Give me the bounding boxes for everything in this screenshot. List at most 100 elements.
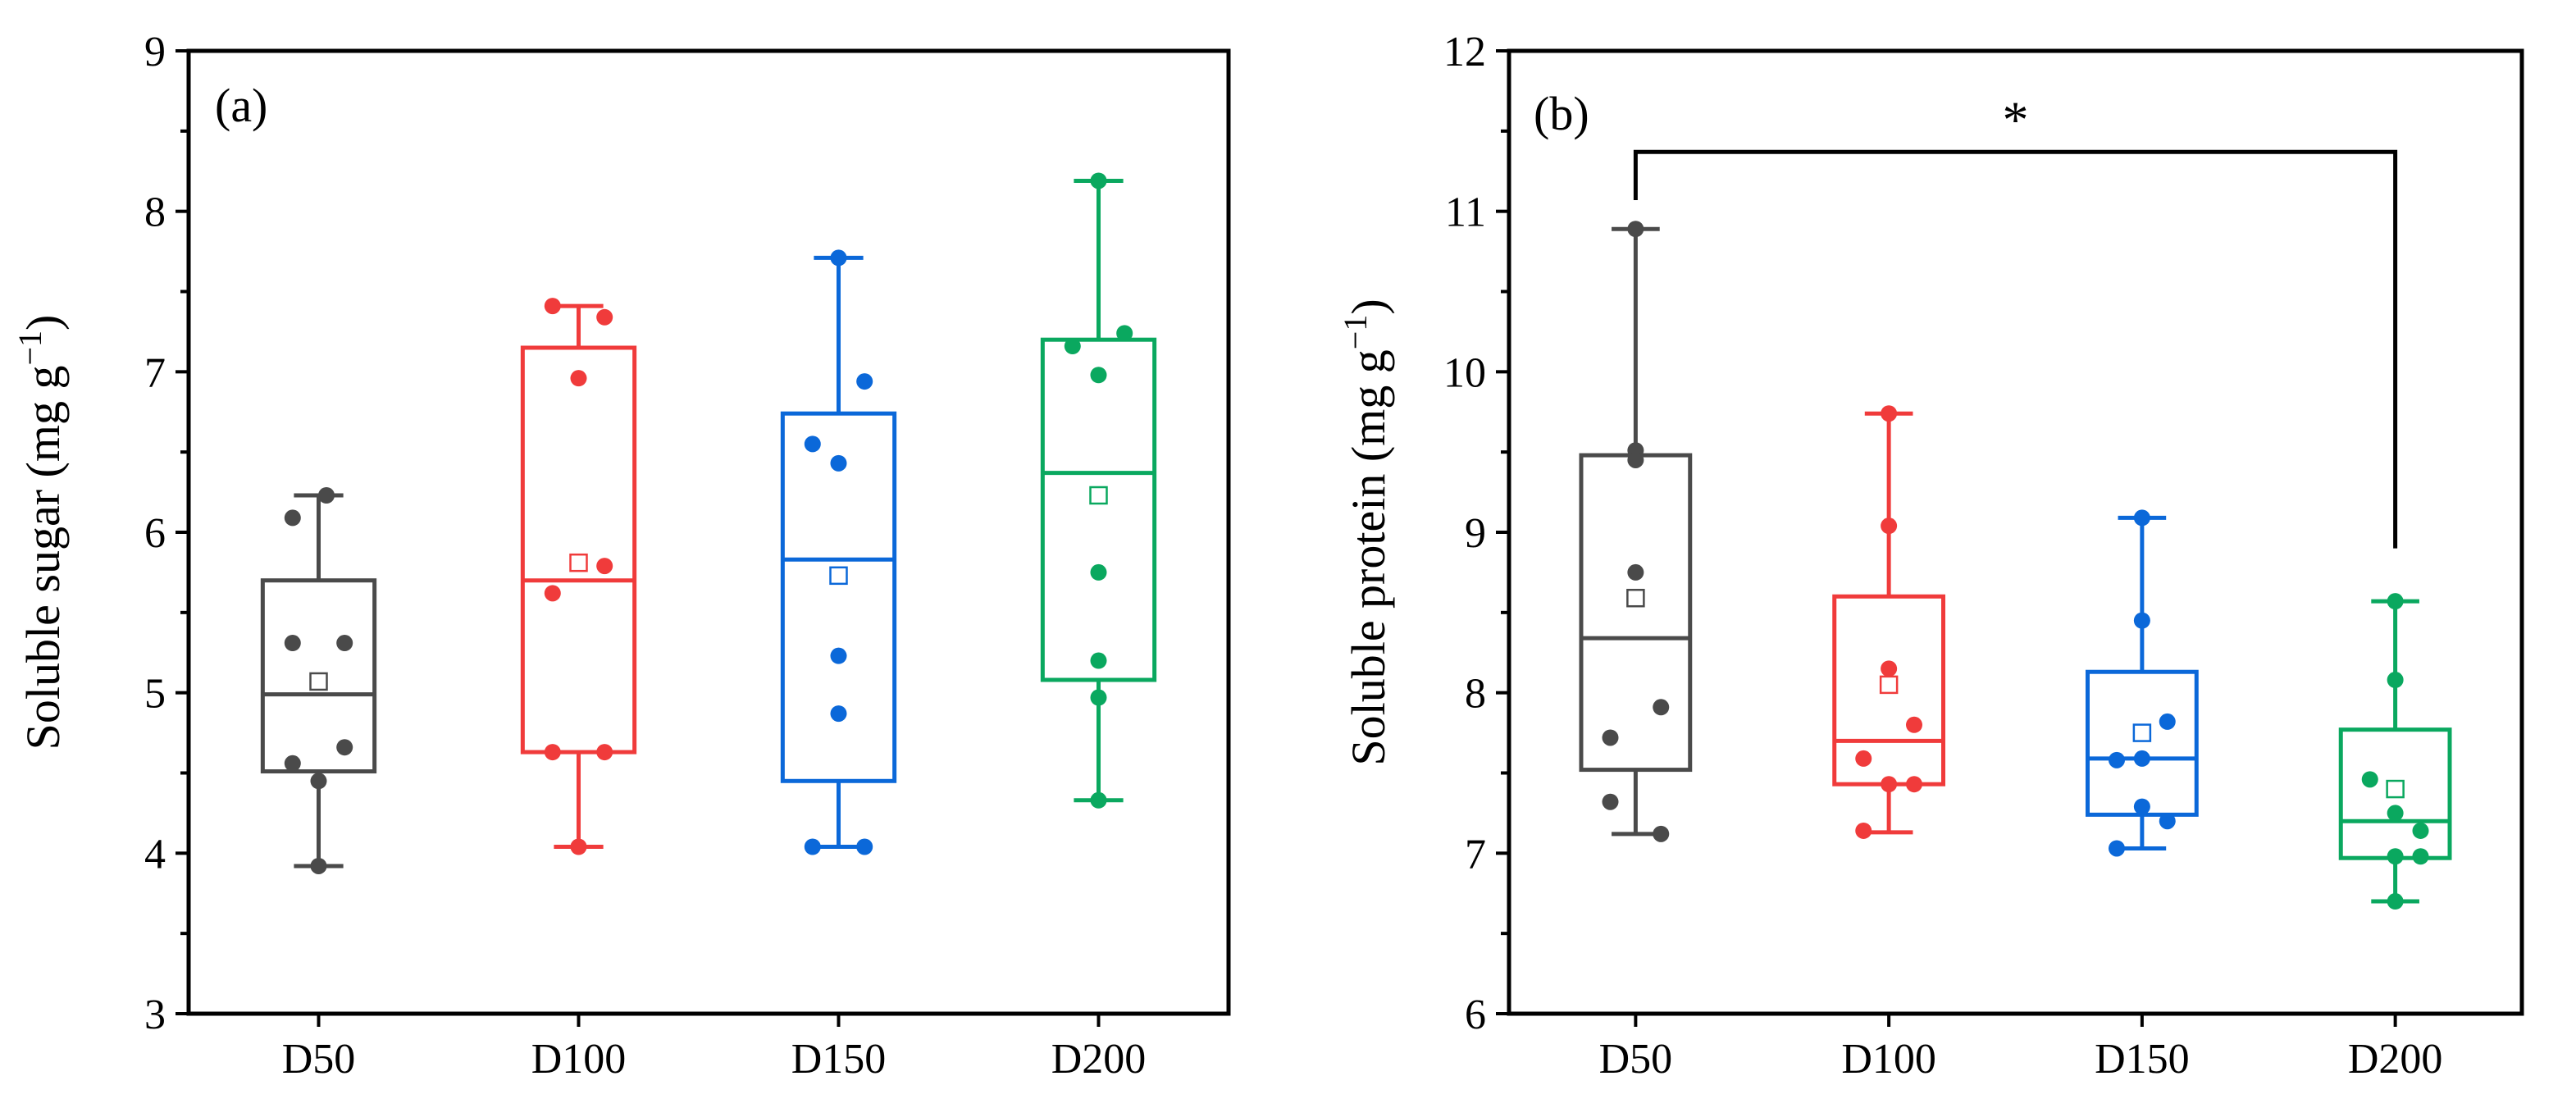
data-point	[856, 838, 873, 855]
data-point	[544, 744, 561, 761]
box-group-d100	[520, 298, 637, 855]
data-point	[830, 647, 847, 664]
mean-marker	[1626, 588, 1645, 608]
data-point	[856, 373, 873, 390]
y-tick-label: 8	[1465, 671, 1486, 718]
y-tick-label: 7	[144, 349, 166, 396]
significance-bracket: *	[1633, 90, 2398, 549]
y-tick-label: 4	[144, 831, 166, 878]
data-point	[1090, 652, 1107, 669]
data-point	[1627, 451, 1644, 468]
data-point	[284, 509, 301, 527]
significance-label: *	[2003, 90, 2029, 148]
box-group-d100	[1832, 405, 1946, 839]
data-point	[1653, 825, 1670, 842]
box-group-d150	[2085, 509, 2199, 857]
data-point	[1653, 699, 1670, 716]
y-tick-label: 6	[144, 510, 166, 557]
box-group-d200	[1040, 172, 1157, 809]
x-tick-label: D50	[282, 1036, 356, 1083]
data-point	[336, 635, 353, 652]
data-point	[318, 486, 335, 504]
y-tick-label: 9	[1465, 510, 1486, 557]
x-tick-label: D100	[1841, 1036, 1936, 1083]
y-axis-label-close: )	[1342, 299, 1395, 314]
y-axis-label-superscript: −1	[11, 331, 48, 366]
data-point	[310, 773, 327, 790]
iqr-box	[520, 345, 637, 755]
y-tick-label: 12	[1443, 29, 1486, 75]
box-group-d200	[2338, 593, 2452, 910]
y-tick-label: 9	[144, 29, 166, 75]
iqr-box	[1579, 453, 1693, 773]
data-point	[596, 558, 613, 575]
x-tick-label: D150	[791, 1036, 887, 1083]
y-tick-label: 10	[1443, 349, 1486, 396]
box-group-d50	[260, 486, 377, 874]
panel-b: 6 7 8 9 10 11 12 D50 D100 D150 D200 Soluble protein…	[1337, 29, 2524, 1083]
data-point	[2109, 840, 2125, 857]
data-point	[1116, 325, 1133, 342]
y-axis-label-close: )	[16, 315, 70, 331]
data-point	[1881, 776, 1898, 793]
data-point	[1090, 563, 1107, 581]
x-tick-label: D200	[1051, 1036, 1147, 1083]
data-point	[2159, 713, 2176, 730]
data-point	[2387, 893, 2404, 910]
data-point	[2387, 672, 2404, 689]
data-point	[2412, 848, 2429, 865]
data-point	[1855, 822, 1872, 839]
y-tick-label: 11	[1445, 189, 1486, 236]
mean-marker	[309, 672, 328, 691]
y-axis-label: Soluble protein (mg g−1)	[1337, 299, 1395, 765]
y-tick-label: 7	[1465, 831, 1486, 878]
panel-label: (a)	[215, 79, 267, 132]
data-point	[2133, 750, 2150, 767]
y-axis-label-superscript: −1	[1337, 315, 1374, 350]
data-point	[1064, 338, 1081, 355]
y-tick-label: 3	[144, 992, 166, 1038]
data-point	[544, 298, 561, 315]
mean-marker	[2132, 723, 2152, 742]
data-point	[1090, 689, 1107, 706]
y-tick-label: 6	[1465, 992, 1486, 1038]
data-point	[2412, 822, 2429, 839]
panel-label: (b)	[1534, 87, 1589, 140]
plot-frame	[186, 48, 1231, 1016]
y-axis-label: Soluble sugar (mg g−1)	[11, 315, 70, 750]
x-tick-label: D200	[2348, 1036, 2443, 1083]
data-point	[544, 585, 561, 602]
x-tick-label: D100	[531, 1036, 627, 1083]
data-point	[830, 249, 847, 267]
iqr-box	[260, 578, 377, 774]
data-point	[2133, 509, 2150, 527]
mean-marker	[569, 553, 588, 572]
y-tick-label: 8	[144, 189, 166, 236]
data-point	[284, 635, 301, 652]
data-point	[804, 435, 821, 453]
data-point	[804, 838, 821, 855]
data-point	[830, 705, 847, 723]
data-point	[1906, 716, 1922, 733]
mean-marker	[1089, 486, 1108, 505]
data-point	[2387, 593, 2404, 610]
mean-marker	[829, 566, 848, 586]
data-point	[1090, 172, 1107, 189]
iqr-box	[1040, 337, 1157, 682]
data-point	[336, 739, 353, 756]
data-point	[830, 454, 847, 472]
data-point	[1602, 729, 1619, 746]
box-group-d50	[1579, 221, 1693, 842]
panel-a: 3 4 5 6 7 8 9 D50 D100 D150 D200 Soluble sugar (mg …	[11, 29, 1231, 1083]
data-point	[1627, 563, 1644, 581]
data-point	[2361, 771, 2378, 788]
data-point	[1090, 791, 1107, 809]
data-point	[596, 308, 613, 326]
data-point	[2159, 813, 2176, 830]
y-axis-label-text: Soluble sugar (mg g	[16, 366, 70, 750]
y-axis-label-text: Soluble protein (mg g	[1342, 349, 1395, 765]
iqr-box	[780, 411, 897, 783]
data-point	[2133, 798, 2150, 815]
x-tick-label: D50	[1599, 1036, 1673, 1083]
